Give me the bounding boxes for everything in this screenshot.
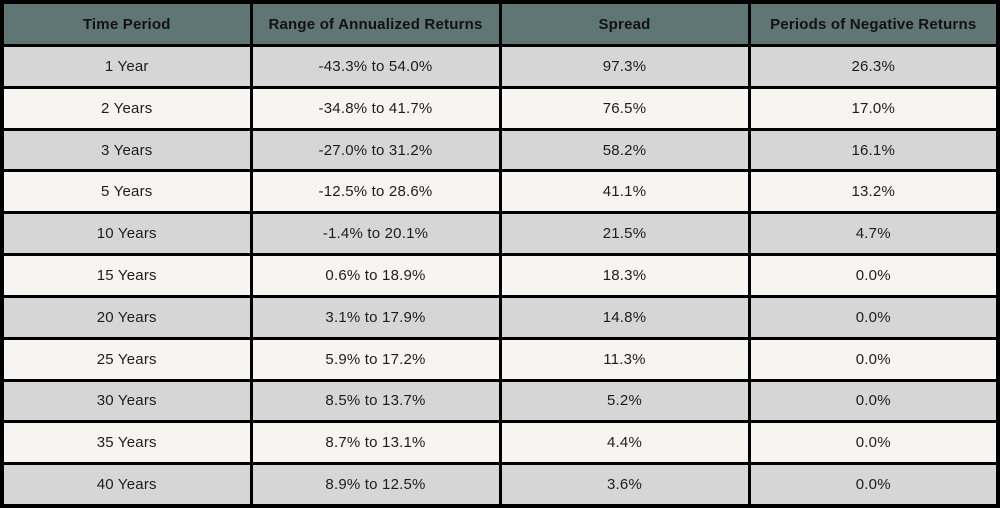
header-row: Time Period Range of Annualized Returns … [0, 0, 1000, 47]
time-period-cell: 2 Years [0, 85, 253, 131]
table-row: 1 Year -43.3% to 54.0% 97.3% 26.3% [0, 44, 1000, 89]
time-period-cell: 5 Years [0, 169, 253, 215]
header-spread: Spread [498, 0, 751, 47]
negative-periods-cell: 0.0% [747, 462, 1000, 508]
table-row: 30 Years 8.5% to 13.7% 5.2% 0.0% [0, 378, 1000, 424]
table-row: 20 Years 3.1% to 17.9% 14.8% 0.0% [0, 294, 1000, 340]
negative-periods-cell: 0.0% [747, 294, 1000, 340]
table-row: 5 Years -12.5% to 28.6% 41.1% 13.2% [0, 169, 1000, 215]
spread-cell: 58.2% [498, 127, 751, 173]
spread-cell: 3.6% [498, 462, 751, 508]
table-row: 2 Years -34.8% to 41.7% 76.5% 17.0% [0, 85, 1000, 131]
spread-cell: 14.8% [498, 294, 751, 340]
spread-cell: 4.4% [498, 420, 751, 466]
spread-cell: 5.2% [498, 378, 751, 424]
time-period-cell: 10 Years [0, 211, 253, 257]
spread-cell: 41.1% [498, 169, 751, 215]
range-cell: 8.7% to 13.1% [249, 420, 502, 466]
range-cell: 5.9% to 17.2% [249, 336, 502, 382]
spread-cell: 18.3% [498, 253, 751, 298]
table-row: 10 Years -1.4% to 20.1% 21.5% 4.7% [0, 211, 1000, 257]
range-cell: -12.5% to 28.6% [249, 169, 502, 215]
time-period-cell: 20 Years [0, 294, 253, 340]
negative-periods-cell: 17.0% [747, 85, 1000, 131]
negative-periods-cell: 0.0% [747, 336, 1000, 382]
header-time-period: Time Period [0, 0, 253, 47]
negative-periods-cell: 0.0% [747, 378, 1000, 424]
negative-periods-cell: 13.2% [747, 169, 1000, 215]
range-cell: -27.0% to 31.2% [249, 127, 502, 173]
table-body: 1 Year -43.3% to 54.0% 97.3% 26.3% 2 Years -3… [0, 44, 1000, 508]
time-period-cell: 35 Years [0, 420, 253, 466]
range-cell: 0.6% to 18.9% [249, 253, 502, 298]
spread-cell: 97.3% [498, 44, 751, 89]
negative-periods-cell: 0.0% [747, 253, 1000, 298]
table-row: 15 Years 0.6% to 18.9% 18.3% 0.0% [0, 253, 1000, 298]
table-header: Time Period Range of Annualized Returns … [0, 0, 1000, 47]
header-periods-of-negative-returns: Periods of Negative Returns [747, 0, 1000, 47]
range-cell: -43.3% to 54.0% [249, 44, 502, 89]
negative-periods-cell: 4.7% [747, 211, 1000, 257]
table-row: 3 Years -27.0% to 31.2% 58.2% 16.1% [0, 127, 1000, 173]
table-row: 40 Years 8.9% to 12.5% 3.6% 0.0% [0, 462, 1000, 508]
time-period-cell: 1 Year [0, 44, 253, 89]
spread-cell: 21.5% [498, 211, 751, 257]
time-period-cell: 15 Years [0, 253, 253, 298]
negative-periods-cell: 26.3% [747, 44, 1000, 89]
range-cell: 3.1% to 17.9% [249, 294, 502, 340]
negative-periods-cell: 16.1% [747, 127, 1000, 173]
range-cell: 8.9% to 12.5% [249, 462, 502, 508]
table-row: 25 Years 5.9% to 17.2% 11.3% 0.0% [0, 336, 1000, 382]
negative-periods-cell: 0.0% [747, 420, 1000, 466]
time-period-cell: 30 Years [0, 378, 253, 424]
time-period-cell: 3 Years [0, 127, 253, 173]
table-row: 35 Years 8.7% to 13.1% 4.4% 0.0% [0, 420, 1000, 466]
range-cell: -34.8% to 41.7% [249, 85, 502, 131]
time-period-cell: 40 Years [0, 462, 253, 508]
time-period-cell: 25 Years [0, 336, 253, 382]
range-cell: -1.4% to 20.1% [249, 211, 502, 257]
header-range-of-annualized-returns: Range of Annualized Returns [249, 0, 502, 47]
spread-cell: 11.3% [498, 336, 751, 382]
spread-cell: 76.5% [498, 85, 751, 131]
range-cell: 8.5% to 13.7% [249, 378, 502, 424]
